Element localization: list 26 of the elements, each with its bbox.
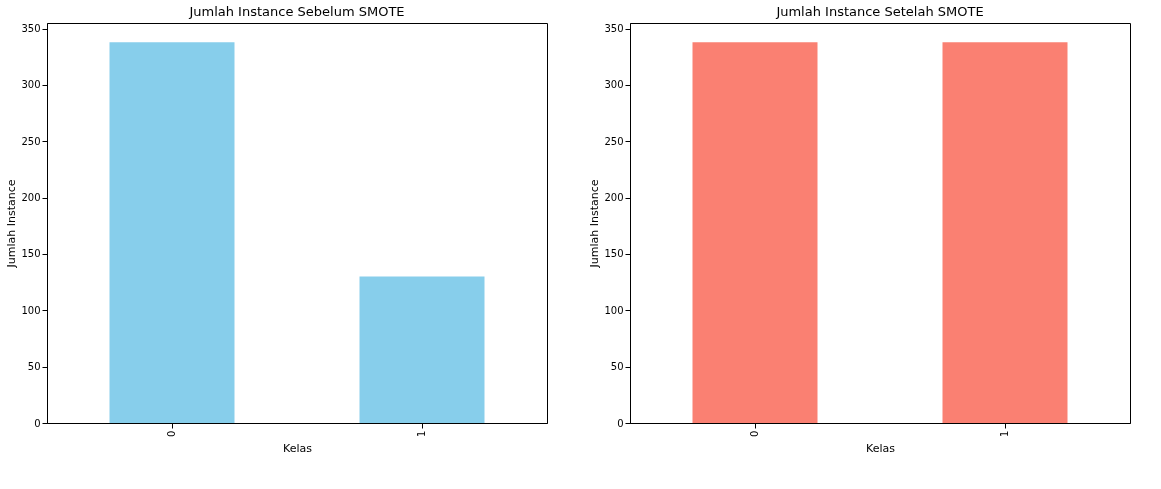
y-tick-label: 150: [21, 248, 41, 260]
y-tick-label: 200: [604, 192, 624, 204]
y-tick-label: 0: [617, 417, 624, 429]
y-tick-label: 200: [21, 192, 41, 204]
y-tick-label: 300: [21, 79, 41, 91]
x-tick-label: 0: [749, 430, 760, 437]
y-tick-label: 150: [604, 248, 624, 260]
x-axis-title: Kelas: [283, 441, 313, 455]
y-tick-label: 300: [604, 79, 624, 91]
chart-title: Jumlah Instance Setelah SMOTE: [775, 4, 984, 19]
chart-title: Jumlah Instance Sebelum SMOTE: [188, 4, 405, 19]
y-axis-title: Jumlah Instance: [5, 179, 19, 269]
y-tick-label: 0: [34, 417, 41, 429]
x-tick-label: 1: [999, 430, 1010, 437]
y-tick-label: 50: [27, 361, 41, 373]
x-tick-label: 1: [416, 430, 427, 437]
y-tick-label: 100: [21, 304, 41, 316]
y-tick-label: 50: [610, 361, 624, 373]
y-axis-title: Jumlah Instance: [588, 179, 602, 269]
y-tick-label: 250: [604, 135, 624, 147]
y-tick-label: 350: [604, 23, 624, 35]
x-axis-title: Kelas: [866, 441, 896, 455]
y-tick-label: 350: [21, 23, 41, 35]
y-tick-label: 100: [604, 304, 624, 316]
y-tick-label: 250: [21, 135, 41, 147]
x-tick-label: 0: [166, 430, 177, 437]
